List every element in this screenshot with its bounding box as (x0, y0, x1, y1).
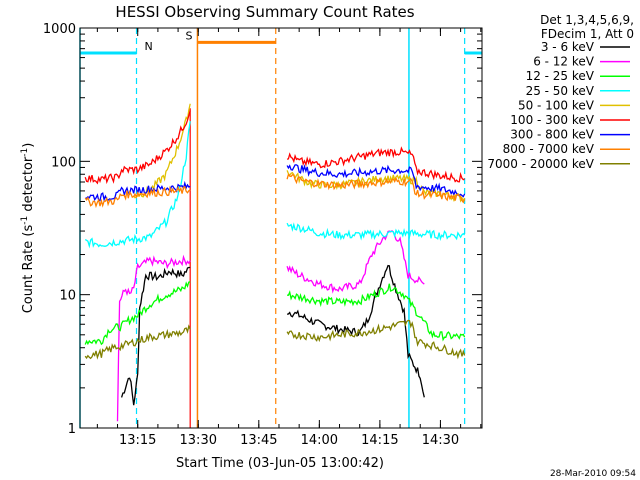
series-line-1-0 (116, 254, 191, 422)
series-line-7-1 (286, 173, 466, 204)
series-line-5-0 (84, 110, 191, 185)
legend-label-2: 12 - 25 keV (526, 69, 595, 83)
y-axis: 1 10 100 1000 (43, 22, 482, 437)
legend-label-1: 6 - 12 keV (533, 55, 595, 69)
x-tick-label-0: 13:15 (119, 433, 156, 448)
y-axis-label-main: Count Rate (s (21, 225, 36, 314)
series-line-3-1 (286, 222, 466, 242)
x-tick-label-3: 14:00 (301, 433, 338, 448)
y-axis-label-mid: detector (21, 156, 36, 216)
y-tick-label-3: 1000 (43, 22, 76, 37)
marker-N: N (79, 28, 482, 428)
y-tick-label-2: 100 (51, 155, 76, 170)
series-line-8-0 (84, 324, 191, 360)
legend-label-3: 25 - 50 keV (526, 84, 595, 98)
legend-header-line-2: FDecim 1, Att 0 (541, 27, 634, 41)
series-4 (133, 103, 466, 203)
legend-label-4: 50 - 100 keV (518, 98, 595, 112)
series-line-1-1 (286, 229, 425, 294)
legend-label-8: 7000 - 20000 keV (487, 157, 594, 171)
chart-title: HESSI Observing Summary Count Rates (115, 3, 414, 21)
series-line-4-0 (133, 103, 191, 199)
y-axis-label: Count Rate (s-1 detector-1) (20, 143, 36, 314)
legend-header-line-1: Det 1,3,4,5,6,9, (540, 13, 634, 27)
series-line-7-0 (84, 185, 191, 209)
legend: Det 1,3,4,5,6,9, FDecim 1, Att 0 3 - 6 k… (487, 13, 634, 171)
x-tick-label-1: 13:30 (180, 433, 217, 448)
x-tick-label-2: 13:45 (240, 433, 277, 448)
series-line-0-0 (120, 266, 191, 406)
legend-label-6: 300 - 800 keV (510, 128, 594, 142)
y-tick-label-0: 1 (68, 422, 76, 437)
series-1 (116, 229, 425, 422)
legend-label-0: 3 - 6 keV (541, 40, 595, 54)
series-5 (84, 110, 465, 185)
series-line-6-1 (286, 164, 466, 198)
marker-label: S (185, 29, 192, 42)
y-tick-label-1: 10 (59, 289, 76, 304)
plot-frame (79, 27, 483, 429)
marker-label: N (145, 40, 153, 53)
series-0 (120, 264, 425, 406)
footer-timestamp: 28-Mar-2010 09:54 (550, 469, 636, 479)
legend-label-5: 100 - 300 keV (510, 113, 594, 127)
series-line-0-1 (287, 264, 425, 398)
series-8 (84, 319, 466, 360)
x-axis: 13:15 13:30 13:45 14:00 14:15 14:30 (96, 28, 482, 448)
series-line-2-1 (287, 283, 466, 342)
marker-S: S (185, 28, 277, 428)
series-line-5-1 (286, 146, 465, 183)
series-3 (84, 121, 466, 249)
series-7 (84, 173, 466, 209)
series-line-3-0 (84, 121, 191, 249)
x-tick-label-4: 14:15 (361, 433, 398, 448)
series-line-4-1 (286, 170, 466, 203)
y-axis-label-sup1: -1 (20, 216, 30, 225)
series-line-2-0 (84, 281, 191, 346)
y-axis-label-sup2: -1 (20, 148, 30, 157)
x-tick-label-5: 14:30 (422, 433, 459, 448)
plot-area: NS (79, 28, 482, 428)
y-axis-label-end: ) (21, 143, 36, 148)
x-axis-label: Start Time (03-Jun-05 13:00:42) (176, 456, 384, 471)
legend-label-7: 800 - 7000 keV (503, 142, 595, 156)
series-line-8-1 (286, 319, 466, 360)
series-2 (84, 281, 466, 346)
